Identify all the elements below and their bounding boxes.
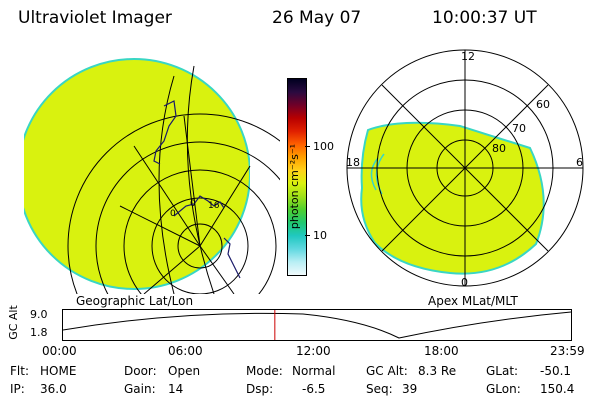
mlat-label: 60 [536, 98, 550, 111]
auroral-image [360, 121, 545, 275]
mlt-label-6: 6 [576, 156, 583, 169]
earth-disk [24, 58, 250, 290]
altitude-ytick: 1.8 [30, 326, 48, 339]
date-label: 26 May 07 [272, 8, 362, 28]
colorbar-tick-label: 100 [313, 140, 334, 153]
dsp-value: -6.5 [302, 382, 326, 396]
colorbar-tick [305, 235, 310, 236]
mode-label: Mode: [246, 364, 283, 378]
map-label: 16 [208, 201, 220, 211]
altitude-xtick: 23:59 [550, 344, 585, 358]
colorbar-unit-label: photon cm⁻²s⁻¹ [288, 143, 302, 230]
mode-value: Normal [292, 364, 336, 378]
seq-value: 39 [402, 382, 418, 396]
colorbar [287, 78, 307, 276]
gcalt-label: GC Alt: [366, 364, 408, 378]
mlt-label-18: 18 [346, 156, 360, 169]
door-label: Door: [124, 364, 157, 378]
gain-label: Gain: [124, 382, 156, 396]
ip-value: 36.0 [40, 382, 67, 396]
altitude-xtick: 06:00 [168, 344, 203, 358]
altitude-ytick: 9.0 [30, 308, 48, 321]
polar-map: 12 18 6 0 60 70 80 [346, 49, 584, 288]
flt-label: Flt: [10, 364, 29, 378]
altitude-plot [62, 309, 572, 341]
altitude-xtick: 12:00 [296, 344, 331, 358]
flt-value: HOME [40, 364, 77, 378]
altitude-xtick: 00:00 [42, 344, 77, 358]
colorbar-gradient [288, 79, 306, 275]
mlt-label-12: 12 [461, 50, 475, 63]
colorbar-tick [305, 146, 310, 147]
door-value: Open [168, 364, 201, 378]
map-label: 0 [190, 199, 196, 209]
gcalt-value: 8.3 Re [418, 364, 457, 378]
glat-label: GLat: [486, 364, 519, 378]
glat-value: -50.1 [540, 364, 572, 378]
map-label: 0 [170, 209, 176, 219]
time-label: 10:00:37 UT [432, 8, 537, 28]
right-panel-caption: Apex MLat/MLT [428, 294, 518, 308]
glon-value: 150.4 [540, 382, 575, 396]
seq-label: Seq: [366, 382, 393, 396]
gain-value: 14 [168, 382, 184, 396]
coastlines [153, 100, 241, 279]
lat-lon-grid [67, 65, 280, 294]
glon-label: GLon: [486, 382, 521, 396]
colorbar-tick-label: 10 [313, 229, 327, 242]
mlt-label-0: 0 [461, 276, 468, 288]
altitude-xtick: 18:00 [424, 344, 459, 358]
ip-label: IP: [10, 382, 25, 396]
mlat-mlt-grid [346, 49, 584, 287]
dsp-label: Dsp: [246, 382, 274, 396]
instrument-title: Ultraviolet Imager [18, 8, 172, 28]
altitude-ylabel: GC Alt [6, 305, 20, 340]
geographic-map: 0 0 16 [24, 58, 280, 294]
left-panel-caption: Geographic Lat/Lon [76, 294, 194, 308]
altitude-curve [62, 310, 572, 340]
mlat-label: 70 [512, 122, 526, 135]
mlat-label: 80 [492, 142, 506, 155]
